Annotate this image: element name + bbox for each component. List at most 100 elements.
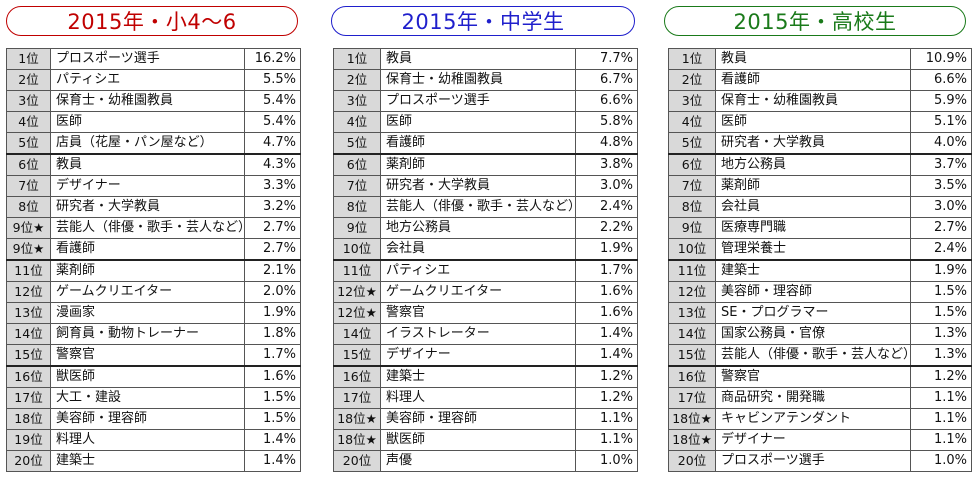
table-row: 16位 獣医師 1.6% [6, 365, 301, 388]
table-row: 17位 料理人 1.2% [333, 387, 638, 409]
table-row: 14位 イラストレーター 1.4% [333, 323, 638, 345]
rank-cell: 4位 [333, 111, 381, 133]
job-cell: デザイナー [380, 344, 576, 367]
percent-cell: 2.0% [244, 281, 301, 303]
table-row: 4位 医師 5.8% [333, 111, 638, 133]
percent-cell: 1.1% [910, 429, 972, 451]
table-row: 9位★ 芸能人（俳優・歌手・芸人など） 2.7% [6, 217, 301, 239]
table-row: 2位 保育士・幼稚園教員 6.7% [333, 69, 638, 91]
table-row: 10位 会社員 1.9% [333, 238, 638, 261]
percent-cell: 7.7% [575, 48, 638, 70]
percent-cell: 5.5% [244, 69, 301, 91]
job-cell: 地方公務員 [715, 153, 911, 176]
percent-cell: 1.9% [244, 302, 301, 324]
table-row: 10位 管理栄養士 2.4% [668, 238, 972, 261]
table-row: 12位★ ゲームクリエイター 1.6% [333, 281, 638, 303]
job-cell: 国家公務員・官僚 [715, 323, 911, 345]
table-row: 8位 研究者・大学教員 3.2% [6, 196, 301, 218]
job-cell: 研究者・大学教員 [50, 196, 245, 218]
rank-cell: 19位 [6, 429, 51, 451]
rank-cell: 8位 [668, 196, 716, 218]
rank-cell: 2位 [6, 69, 51, 91]
percent-cell: 1.9% [910, 259, 972, 282]
job-cell: 店員（花屋・パン屋など） [50, 132, 245, 155]
rank-cell: 14位 [6, 323, 51, 345]
table-row: 19位 料理人 1.4% [6, 429, 301, 451]
rank-cell: 2位 [668, 69, 716, 91]
table-row: 9位★ 看護師 2.7% [6, 238, 301, 261]
job-cell: 建築士 [715, 259, 911, 282]
job-cell: 看護師 [715, 69, 911, 91]
table-row: 14位 飼育員・動物トレーナー 1.8% [6, 323, 301, 345]
rank-cell: 6位 [668, 153, 716, 176]
job-cell: プロスポーツ選手 [50, 48, 245, 70]
percent-cell: 1.4% [244, 450, 301, 472]
percent-cell: 1.8% [244, 323, 301, 345]
panel-title: 2015年・中学生 [331, 6, 635, 36]
percent-cell: 6.6% [575, 90, 638, 112]
rank-cell: 20位 [333, 450, 381, 472]
percent-cell: 4.3% [244, 153, 301, 176]
job-cell: 警察官 [715, 365, 911, 388]
percent-cell: 5.8% [575, 111, 638, 133]
job-cell: パティシエ [50, 69, 245, 91]
percent-cell: 5.4% [244, 90, 301, 112]
table-row: 3位 プロスポーツ選手 6.6% [333, 90, 638, 112]
table-row: 3位 保育士・幼稚園教員 5.9% [668, 90, 972, 112]
rank-cell: 14位 [333, 323, 381, 345]
percent-cell: 1.2% [575, 365, 638, 388]
percent-cell: 1.9% [575, 238, 638, 261]
table-row: 20位 声優 1.0% [333, 450, 638, 472]
job-cell: 保育士・幼稚園教員 [50, 90, 245, 112]
rank-cell: 7位 [333, 175, 381, 197]
rank-cell: 3位 [6, 90, 51, 112]
rank-cell: 20位 [6, 450, 51, 472]
rank-cell: 1位 [6, 48, 51, 70]
rank-cell: 13位 [6, 302, 51, 324]
percent-cell: 3.5% [910, 175, 972, 197]
job-cell: SE・プログラマー [715, 302, 911, 324]
percent-cell: 3.2% [244, 196, 301, 218]
table-row: 18位 美容師・理容師 1.5% [6, 408, 301, 430]
table-row: 11位 建築士 1.9% [668, 259, 972, 282]
job-cell: 管理栄養士 [715, 238, 911, 261]
table-row: 20位 建築士 1.4% [6, 450, 301, 472]
table-row: 3位 保育士・幼稚園教員 5.4% [6, 90, 301, 112]
percent-cell: 2.2% [575, 217, 638, 239]
rank-cell: 16位 [333, 365, 381, 388]
rank-cell: 16位 [6, 365, 51, 388]
job-cell: 研究者・大学教員 [715, 132, 911, 155]
table-row: 4位 医師 5.4% [6, 111, 301, 133]
job-cell: 会社員 [715, 196, 911, 218]
table-row: 15位 芸能人（俳優・歌手・芸人など） 1.3% [668, 344, 972, 367]
percent-cell: 2.4% [910, 238, 972, 261]
table-row: 7位 研究者・大学教員 3.0% [333, 175, 638, 197]
job-cell: イラストレーター [380, 323, 576, 345]
job-cell: 看護師 [50, 238, 245, 261]
percent-cell: 1.6% [575, 281, 638, 303]
rank-cell: 17位 [333, 387, 381, 409]
job-cell: 料理人 [380, 387, 576, 409]
table-row: 18位★ 獣医師 1.1% [333, 429, 638, 451]
percent-cell: 1.2% [575, 387, 638, 409]
table-row: 15位 デザイナー 1.4% [333, 344, 638, 367]
job-cell: 獣医師 [50, 365, 245, 388]
percent-cell: 1.6% [244, 365, 301, 388]
job-cell: 保育士・幼稚園教員 [715, 90, 911, 112]
job-cell: 料理人 [50, 429, 245, 451]
table-row: 6位 地方公務員 3.7% [668, 153, 972, 176]
rank-cell: 5位 [668, 132, 716, 155]
job-cell: 建築士 [380, 365, 576, 388]
rank-cell: 1位 [333, 48, 381, 70]
rank-cell: 18位 [6, 408, 51, 430]
table-row: 5位 研究者・大学教員 4.0% [668, 132, 972, 155]
job-cell: 飼育員・動物トレーナー [50, 323, 245, 345]
job-cell: 芸能人（俳優・歌手・芸人など） [380, 196, 576, 218]
rank-cell: 2位 [333, 69, 381, 91]
table-row: 9位 医療専門職 2.7% [668, 217, 972, 239]
percent-cell: 1.7% [244, 344, 301, 367]
rank-cell: 15位 [668, 344, 716, 367]
rank-cell: 3位 [333, 90, 381, 112]
job-cell: 芸能人（俳優・歌手・芸人など） [715, 344, 911, 367]
rank-cell: 13位 [668, 302, 716, 324]
